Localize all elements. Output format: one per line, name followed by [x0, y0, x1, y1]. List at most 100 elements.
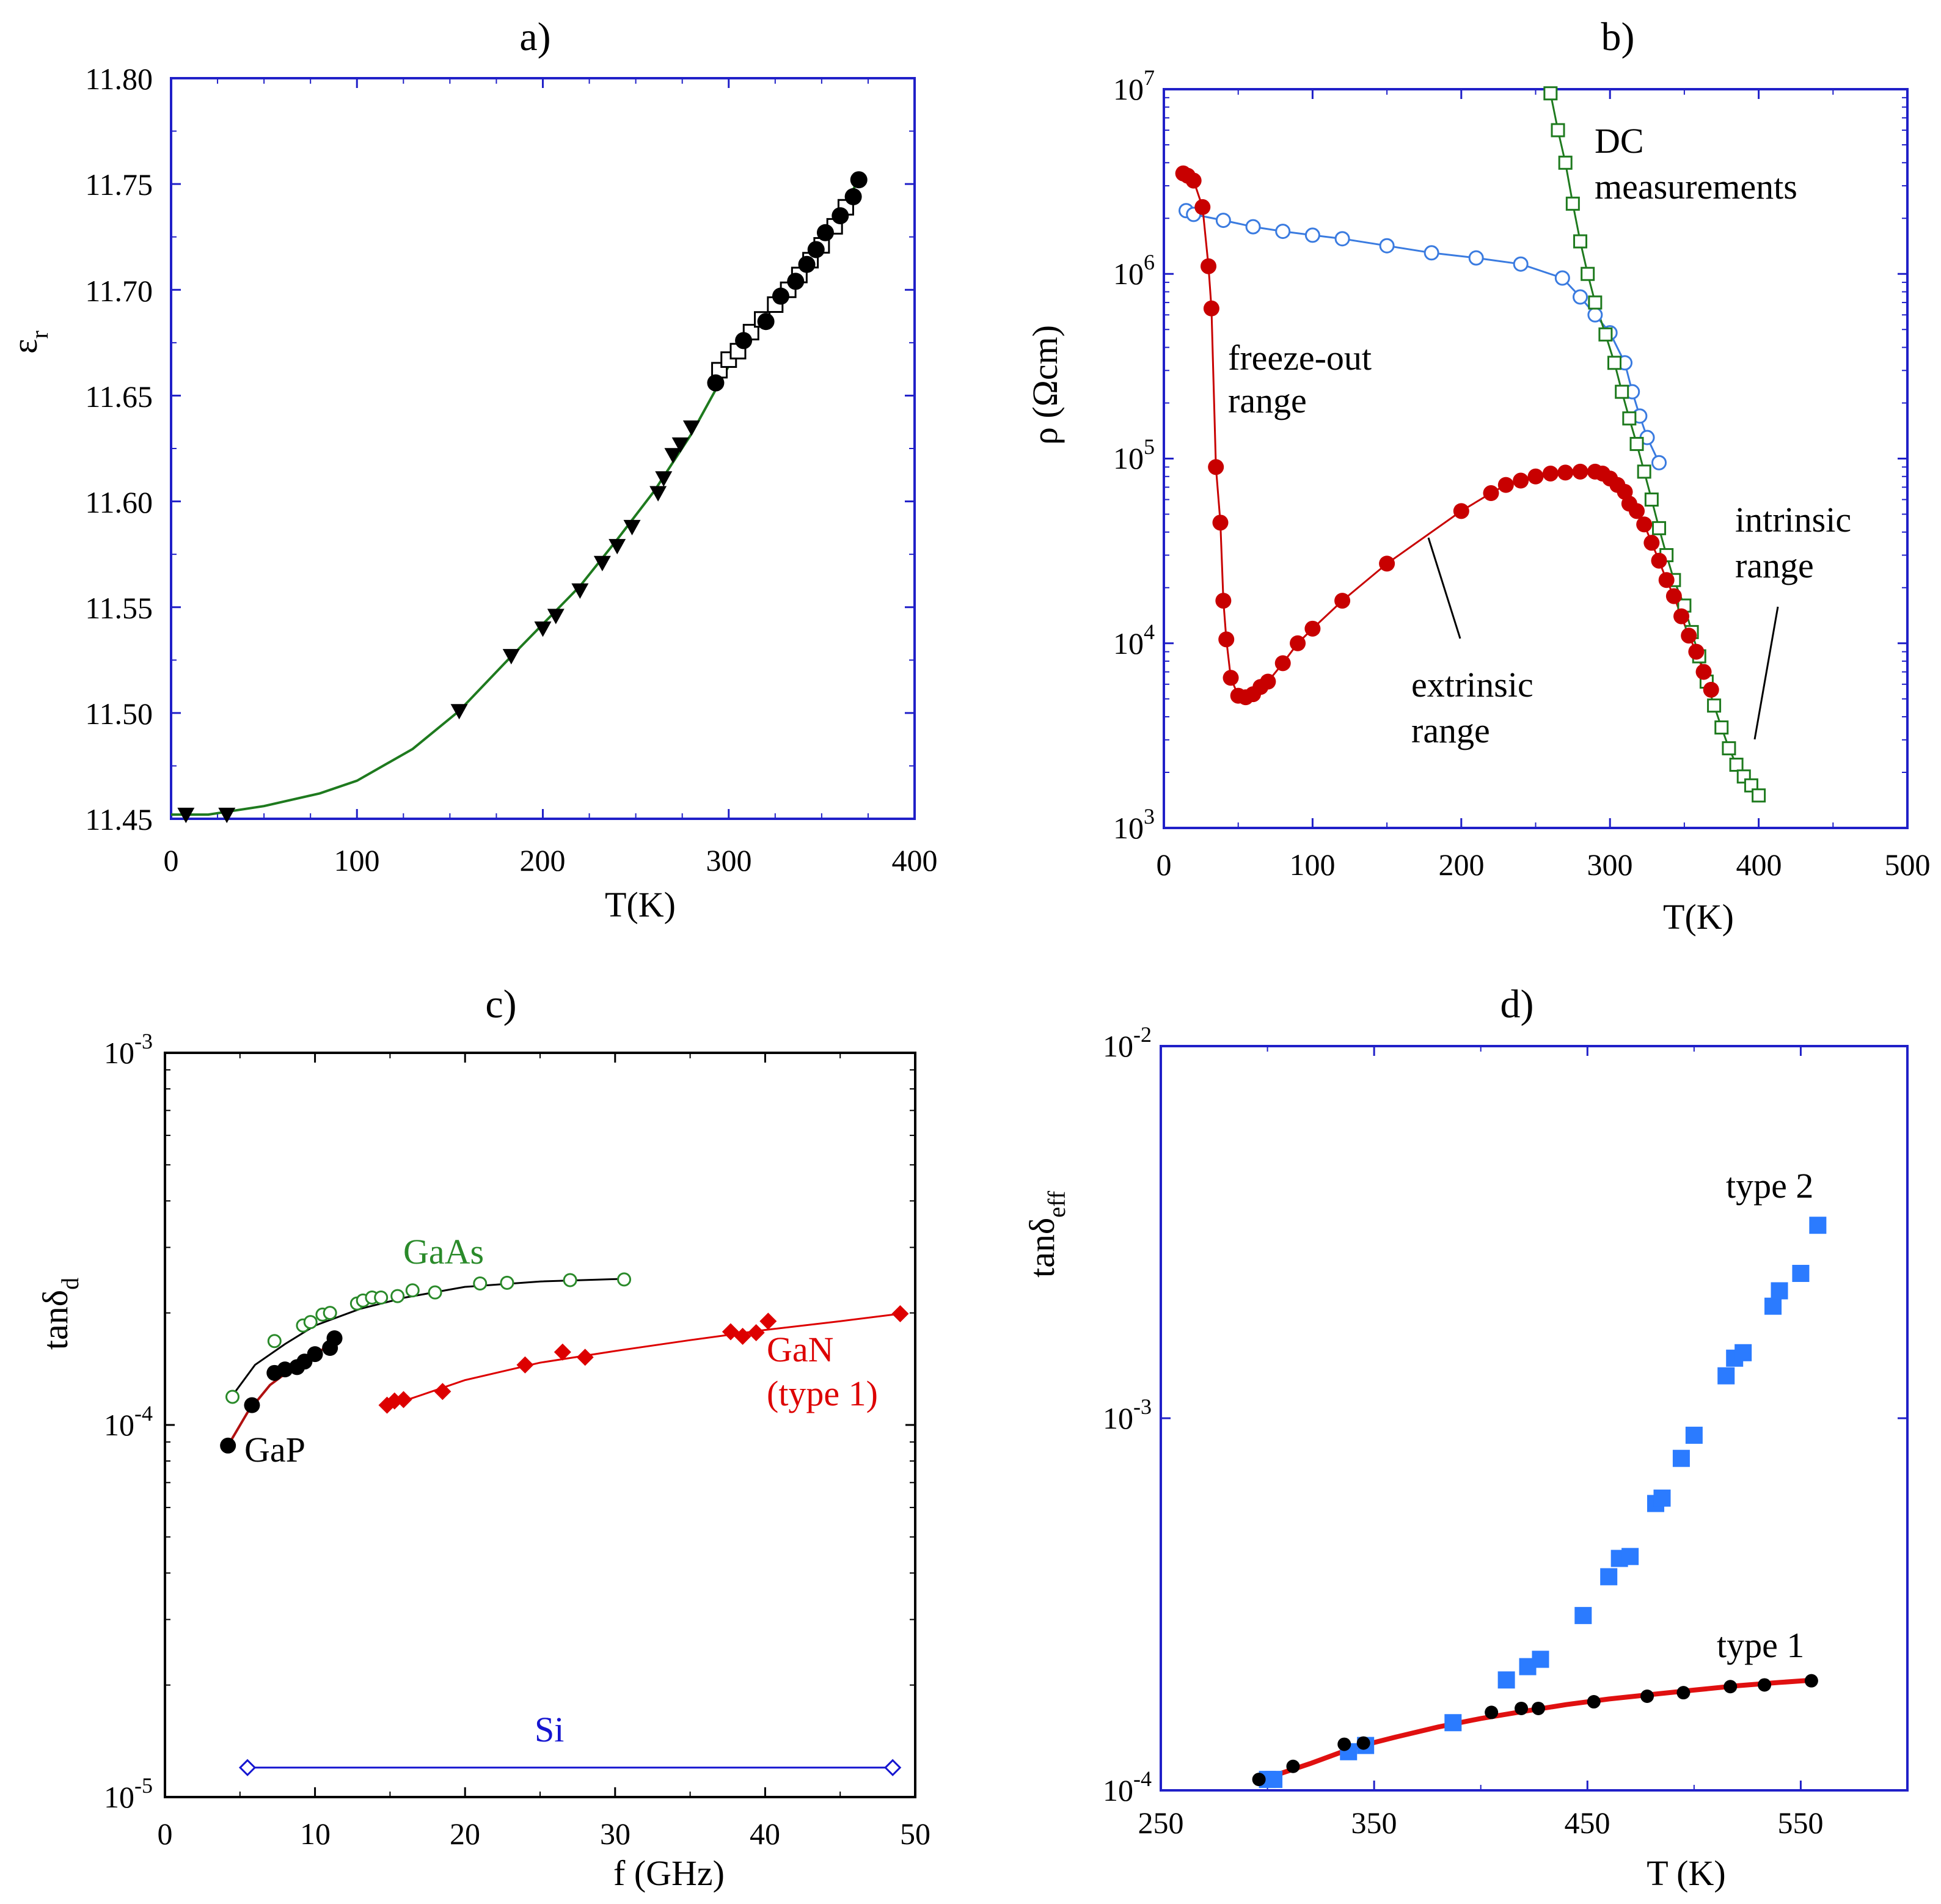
b-point-open-circle: [1513, 256, 1529, 272]
b-ytick-exp: 6: [1144, 250, 1155, 274]
extrinsic-pointer-line: [1427, 537, 1461, 639]
b-point-open-circle: [1304, 227, 1320, 243]
b-point-open-square: [1581, 266, 1595, 281]
panel-c-title: c): [485, 982, 516, 1027]
freeze-out-annotation-line1: freeze-out: [1228, 338, 1372, 378]
c-ytick-base: 10: [104, 1036, 134, 1070]
b-point-open-square: [1615, 384, 1629, 399]
b-series-line: [1182, 172, 1713, 698]
d-point-type-1: [1676, 1686, 1691, 1700]
panel-c-y-label: tanδd: [35, 1278, 84, 1350]
intrinsic-annotation-line1: intrinsic: [1735, 500, 1851, 540]
b-point-open-circle: [1334, 231, 1350, 247]
b-point-open-circle: [1275, 224, 1291, 240]
panel-d-markers: [1252, 1217, 1827, 1789]
b-point-circle: [1513, 472, 1529, 489]
b-xtick: 100: [1290, 848, 1336, 882]
d-point-type-2: [1771, 1282, 1788, 1300]
panel-d-fit-line: [1267, 1677, 1816, 1781]
b-point-circle: [1201, 258, 1217, 274]
d-point-type-1: [1252, 1773, 1266, 1787]
b-point-open-square: [1729, 758, 1744, 772]
b-point-circle: [1274, 655, 1291, 672]
b-ytick-base: 10: [1113, 72, 1144, 106]
extrinsic-annotation-line1: extrinsic: [1411, 665, 1533, 705]
b-point-open-circle: [1573, 289, 1588, 305]
panel-c-y-tick-labels: 10-5 10-4 10-3: [104, 1029, 153, 1814]
b-xtick: 0: [1157, 848, 1172, 882]
b-point-circle: [1703, 681, 1719, 698]
b-point-open-square: [1622, 411, 1637, 426]
d-point-type-1: [1356, 1736, 1370, 1750]
panel-b-y-label: ρ (Ωcm): [1025, 325, 1065, 445]
d-ytick-base: 10: [1103, 1029, 1133, 1063]
b-point-open-square: [1565, 196, 1580, 211]
d-point-type-2: [1717, 1367, 1735, 1385]
b-point-open-square: [1551, 123, 1565, 137]
gaas-label: GaAs: [403, 1232, 484, 1272]
a-point-triangle-down: [649, 486, 667, 502]
a-point-circle: [816, 224, 834, 241]
panel-a-ticks: [170, 77, 916, 820]
a-ytick: 11.55: [85, 591, 153, 625]
c-point-gan: [734, 1328, 751, 1346]
c-xtick: 20: [450, 1817, 480, 1851]
b-point-open-square: [1588, 295, 1603, 310]
b-point-open-square: [1644, 492, 1659, 507]
a-point-circle: [757, 313, 775, 331]
a-xtick: 100: [334, 843, 380, 877]
panel-b-x-label: T(K): [1663, 897, 1734, 937]
c-point-gan: [516, 1356, 534, 1374]
a-point-triangle-down: [218, 807, 236, 824]
a-point-triangle-down: [609, 539, 626, 555]
b-point-circle: [1379, 555, 1395, 572]
b-point-circle: [1497, 477, 1514, 493]
d-xtick: 550: [1778, 1806, 1824, 1840]
c-xtick: 10: [300, 1817, 331, 1851]
b-ytick-base: 10: [1113, 441, 1144, 475]
d-point-type-1: [1515, 1701, 1529, 1715]
b-point-circle: [1453, 503, 1469, 519]
a-point-circle: [787, 273, 805, 290]
d-xtick: 350: [1351, 1806, 1397, 1840]
panel-b-y-tick-labels: 103 104 105 106 107: [1113, 65, 1155, 845]
c-point-gaas: [267, 1334, 282, 1349]
b-point-open-square: [1543, 86, 1558, 101]
b-point-open-square: [1558, 155, 1573, 170]
type1-label: type 1: [1717, 1625, 1804, 1665]
d-point-type-2: [1734, 1344, 1752, 1361]
b-point-circle: [1304, 620, 1321, 637]
a-point-triangle-down: [534, 621, 552, 637]
panel-d-x-tick-labels: 250 350 450 550: [1138, 1806, 1824, 1840]
a-point-triangle-down: [682, 420, 700, 436]
c-ytick: 10-3: [104, 1029, 153, 1070]
c-ytick-base: 10: [104, 1408, 134, 1442]
a-point-circle: [707, 374, 725, 392]
b-ytick: 107: [1113, 65, 1155, 106]
gaas-fit-line: [232, 1278, 624, 1396]
c-point-gaas: [225, 1390, 240, 1404]
b-point-circle: [1542, 465, 1559, 481]
a-point-circle: [832, 207, 849, 225]
b-ytick-base: 10: [1113, 811, 1144, 845]
b-point-circle: [1695, 664, 1712, 680]
b-ytick-exp: 3: [1144, 804, 1155, 829]
dc-annotation-line1: DC: [1595, 121, 1644, 161]
panel-a-x-tick-labels: 0 100 200 300 400: [164, 843, 938, 877]
c-point-gaas: [500, 1275, 514, 1290]
d-point-type-2: [1653, 1489, 1671, 1507]
a-ylabel-sub: r: [26, 331, 53, 339]
b-ytick-exp: 7: [1144, 65, 1155, 90]
a-point-circle: [735, 332, 753, 350]
b-point-circle: [1651, 552, 1667, 569]
c-point-gan: [891, 1305, 909, 1322]
b-point-open-square: [1573, 234, 1588, 249]
b-point-circle: [1643, 535, 1660, 551]
a-xtick: 200: [520, 843, 566, 877]
b-ytick: 104: [1113, 620, 1155, 661]
b-point-open-circle: [1554, 270, 1570, 286]
c-point-gan: [554, 1343, 571, 1361]
c-point-gaas: [374, 1290, 389, 1305]
